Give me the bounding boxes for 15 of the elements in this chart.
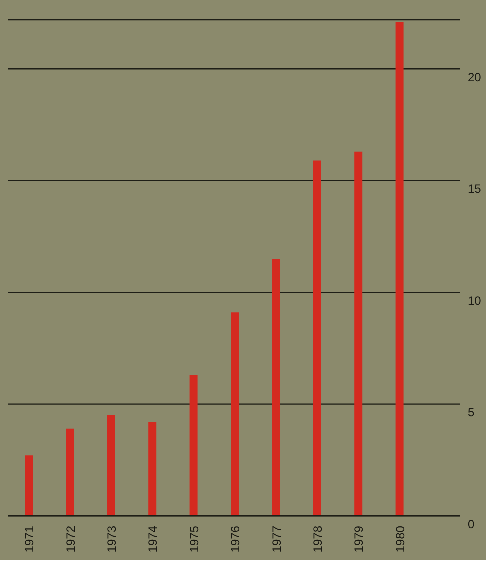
x-tick-label: 1974 (146, 526, 160, 553)
y-tick-label: 10 (468, 294, 482, 308)
x-tick-label: 1978 (311, 526, 325, 553)
y-tick-label: 0 (468, 517, 475, 532)
y-tick-label: 15 (468, 182, 482, 196)
x-tick-label: 1971 (22, 526, 37, 553)
y-tick-label: 20 (468, 70, 482, 84)
x-tick-label: 1977 (270, 526, 284, 553)
y-tick-label: 5 (468, 406, 475, 420)
x-tick-label: 1973 (105, 526, 119, 553)
x-tick-label: 1972 (64, 526, 78, 553)
x-tick-label: 1976 (228, 526, 243, 553)
x-tick-label: 1979 (352, 526, 366, 553)
x-tick-label: 1975 (187, 526, 202, 553)
x-tick-label: 1980 (393, 526, 408, 553)
